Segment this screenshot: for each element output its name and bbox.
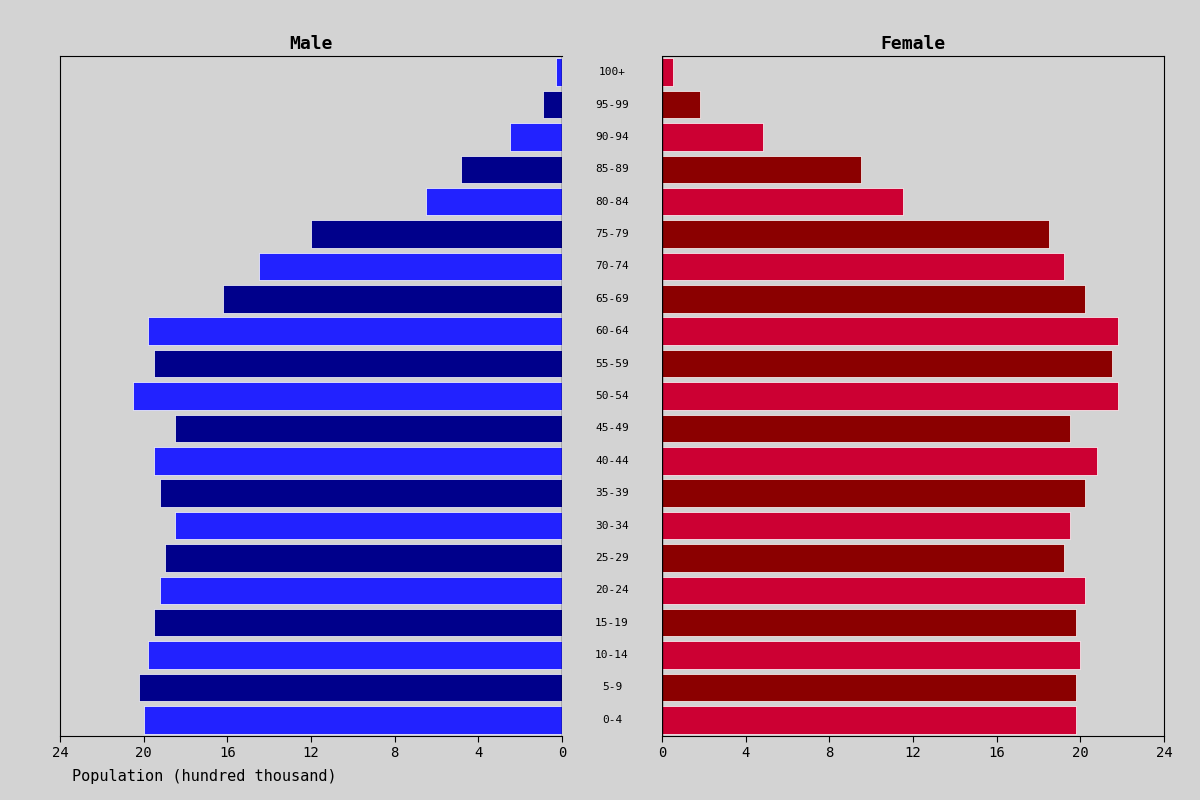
Bar	[662, 414, 1070, 442]
Bar	[148, 642, 562, 669]
Bar	[175, 512, 562, 539]
Bar	[133, 382, 562, 410]
Bar	[139, 674, 562, 701]
Text: 90-94: 90-94	[595, 132, 629, 142]
Text: 75-79: 75-79	[595, 229, 629, 239]
Title: Male: Male	[289, 35, 332, 53]
Bar	[154, 609, 562, 637]
Bar	[462, 155, 562, 183]
Text: 50-54: 50-54	[595, 391, 629, 401]
Text: 85-89: 85-89	[595, 164, 629, 174]
Bar	[662, 91, 700, 118]
Text: 95-99: 95-99	[595, 99, 629, 110]
Text: 55-59: 55-59	[595, 358, 629, 369]
Text: 80-84: 80-84	[595, 197, 629, 206]
Text: 45-49: 45-49	[595, 423, 629, 434]
Bar	[154, 447, 562, 474]
Bar	[662, 318, 1118, 345]
Bar	[662, 350, 1111, 378]
Bar	[223, 285, 562, 313]
Bar	[161, 577, 562, 604]
Text: 5-9: 5-9	[602, 682, 622, 693]
Text: 15-19: 15-19	[595, 618, 629, 628]
Bar	[154, 350, 562, 378]
Bar	[259, 253, 562, 280]
Bar	[161, 479, 562, 507]
Bar	[662, 382, 1118, 410]
Bar	[662, 58, 673, 86]
Bar	[662, 285, 1085, 313]
Text: 10-14: 10-14	[595, 650, 629, 660]
Text: Population (hundred thousand): Population (hundred thousand)	[72, 769, 337, 784]
Text: 70-74: 70-74	[595, 262, 629, 271]
Bar	[510, 123, 562, 150]
Bar	[662, 512, 1070, 539]
Bar	[556, 58, 562, 86]
Bar	[662, 155, 860, 183]
Bar	[144, 706, 562, 734]
Text: 65-69: 65-69	[595, 294, 629, 304]
Bar	[175, 414, 562, 442]
Bar	[662, 123, 762, 150]
Bar	[662, 220, 1049, 248]
Text: 20-24: 20-24	[595, 586, 629, 595]
Bar	[662, 479, 1085, 507]
Bar	[662, 642, 1080, 669]
Bar	[662, 706, 1076, 734]
Bar	[426, 188, 562, 215]
Text: 0-4: 0-4	[602, 715, 622, 725]
Bar	[662, 674, 1076, 701]
Bar	[311, 220, 562, 248]
Bar	[662, 188, 902, 215]
Bar	[542, 91, 562, 118]
Text: 60-64: 60-64	[595, 326, 629, 336]
Text: 30-34: 30-34	[595, 521, 629, 530]
Text: 35-39: 35-39	[595, 488, 629, 498]
Bar	[662, 253, 1063, 280]
Bar	[662, 447, 1097, 474]
Text: 40-44: 40-44	[595, 456, 629, 466]
Bar	[662, 609, 1076, 637]
Text: 25-29: 25-29	[595, 553, 629, 563]
Bar	[662, 544, 1063, 572]
Bar	[662, 577, 1085, 604]
Bar	[148, 318, 562, 345]
Text: 100+: 100+	[599, 67, 625, 77]
Bar	[164, 544, 562, 572]
Title: Female: Female	[881, 35, 946, 53]
